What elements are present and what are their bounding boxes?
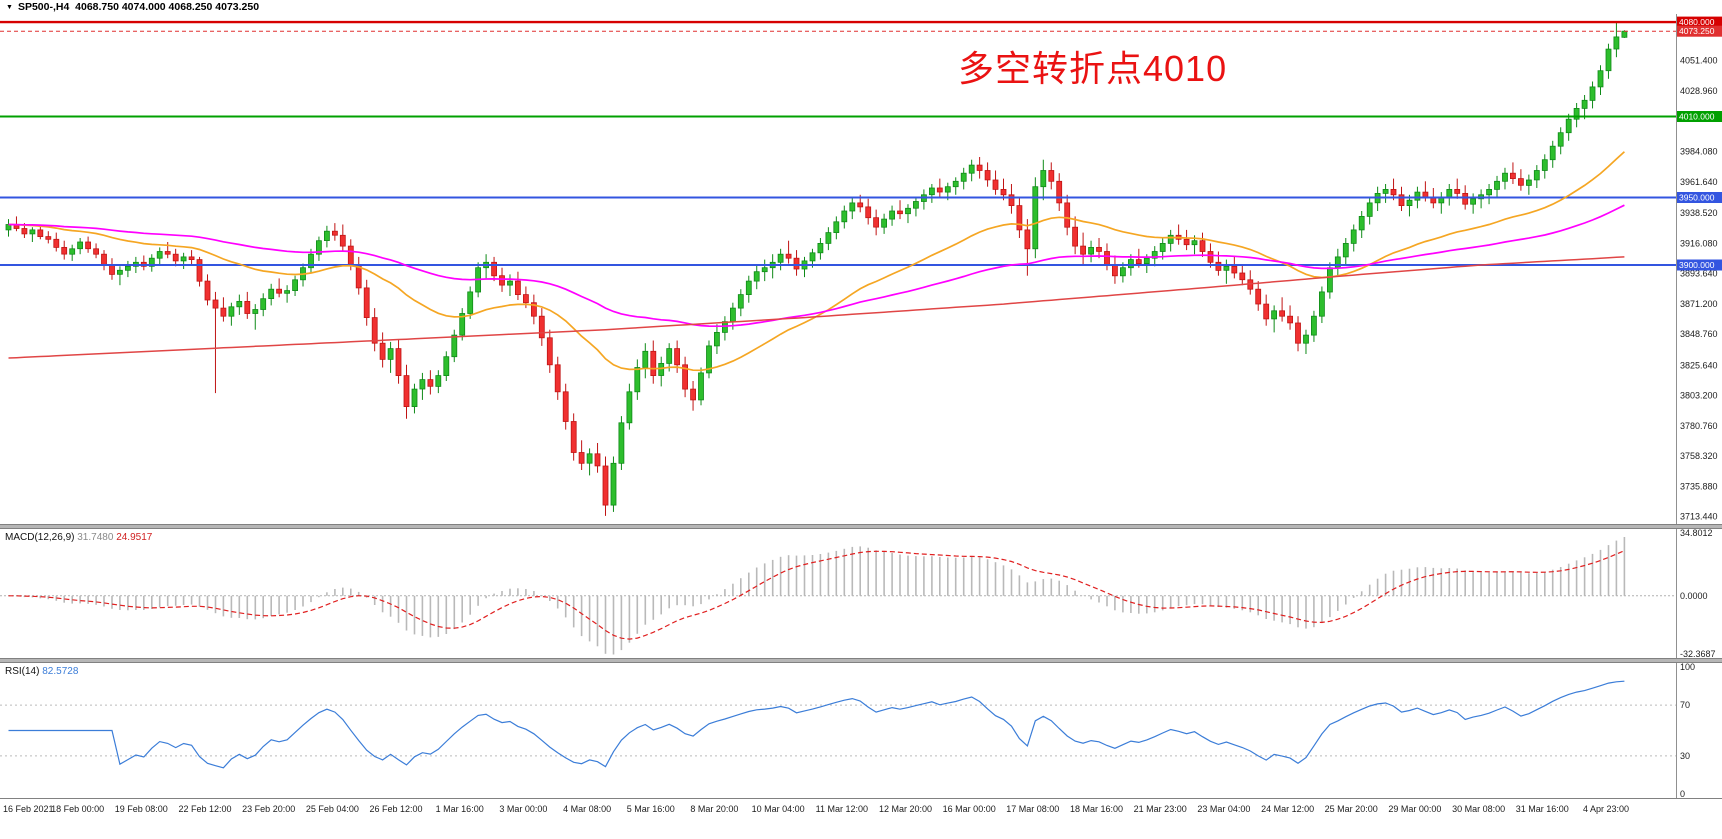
rsi-panel-graphics: 100 70 30 0 (0, 662, 1695, 799)
rsi-line (8, 680, 1625, 769)
symbol-dropdown-icon[interactable]: ▼ (6, 3, 13, 11)
svg-text:-32.3687: -32.3687 (1680, 649, 1716, 659)
svg-text:3848.760: 3848.760 (1680, 329, 1718, 339)
svg-text:3 Mar 00:00: 3 Mar 00:00 (499, 804, 547, 814)
moving-averages (8, 151, 1625, 372)
svg-text:18 Feb 00:00: 18 Feb 00:00 (51, 804, 104, 814)
rsi-title: RSI(14) (5, 666, 40, 677)
chart-header: ▼ SP500-,H4 4068.750 4074.000 4068.250 4… (0, 0, 1722, 14)
svg-text:3950.000: 3950.000 (1679, 193, 1715, 203)
svg-text:3916.080: 3916.080 (1680, 238, 1718, 248)
svg-text:70: 70 (1680, 700, 1690, 710)
chart-annotation[interactable]: 多空转折点4010 (958, 48, 1228, 89)
svg-text:4028.960: 4028.960 (1680, 86, 1718, 96)
price-tag-4073.250 (1677, 25, 1722, 37)
svg-text:23 Feb 20:00: 23 Feb 20:00 (242, 804, 295, 814)
macd-label: MACD(12,26,9) 31.7480 24.9517 (5, 532, 152, 543)
rsi-label: RSI(14) 82.5728 (5, 666, 78, 677)
ma-line-slow-red (8, 256, 1625, 359)
horizontal-lines (0, 20, 1676, 266)
price-axis[interactable] (1676, 14, 1722, 798)
macd-panel-graphics: 34.8012 0.0000 -32.3687 (0, 528, 1716, 659)
svg-text:12 Mar 20:00: 12 Mar 20:00 (879, 804, 932, 814)
svg-text:18 Mar 16:00: 18 Mar 16:00 (1070, 804, 1123, 814)
ma-line-mid-magenta (8, 204, 1625, 328)
panel-separator-macd[interactable] (0, 524, 1722, 529)
svg-text:3893.640: 3893.640 (1680, 269, 1718, 279)
svg-text:1 Mar 16:00: 1 Mar 16:00 (436, 804, 484, 814)
svg-text:26 Feb 12:00: 26 Feb 12:00 (369, 804, 422, 814)
price-axis-labels: 4051.400 4028.960 3984.080 3961.640 3938.520… (1680, 56, 1718, 522)
svg-text:3900.000: 3900.000 (1679, 260, 1715, 270)
svg-text:3735.880: 3735.880 (1680, 481, 1718, 491)
svg-text:3938.520: 3938.520 (1680, 208, 1718, 218)
time-axis-labels: 16 Feb 202118 Feb 00:00 19 Feb 08:00 22 Fe… (3, 804, 1629, 814)
svg-text:29 Mar 00:00: 29 Mar 00:00 (1388, 804, 1441, 814)
svg-text:0: 0 (1680, 789, 1685, 799)
svg-text:5 Mar 16:00: 5 Mar 16:00 (627, 804, 675, 814)
macd-main-value: 31.7480 (77, 532, 114, 543)
svg-text:21 Mar 23:00: 21 Mar 23:00 (1134, 804, 1187, 814)
rsi-value: 82.5728 (42, 666, 79, 677)
svg-text:25 Feb 04:00: 25 Feb 04:00 (306, 804, 359, 814)
svg-text:3871.200: 3871.200 (1680, 299, 1718, 309)
svg-text:16 Mar 00:00: 16 Mar 00:00 (943, 804, 996, 814)
svg-text:3825.640: 3825.640 (1680, 360, 1718, 370)
svg-text:17 Mar 08:00: 17 Mar 08:00 (1006, 804, 1059, 814)
svg-text:3803.200: 3803.200 (1680, 391, 1718, 401)
svg-text:31 Mar 16:00: 31 Mar 16:00 (1516, 804, 1569, 814)
svg-text:30 Mar 08:00: 30 Mar 08:00 (1452, 804, 1505, 814)
svg-text:22 Feb 12:00: 22 Feb 12:00 (178, 804, 231, 814)
svg-text:3758.320: 3758.320 (1680, 451, 1718, 461)
svg-text:0.0000: 0.0000 (1680, 591, 1708, 601)
svg-text:4 Mar 08:00: 4 Mar 08:00 (563, 804, 611, 814)
svg-text:4073.250: 4073.250 (1679, 26, 1715, 36)
svg-text:4010.000: 4010.000 (1679, 112, 1715, 122)
macd-title: MACD(12,26,9) (5, 532, 75, 543)
symbol-ohlc-label: SP500-,H4 4068.750 4074.000 4068.250 407… (17, 1, 260, 13)
time-axis[interactable] (0, 798, 1676, 826)
time-axis-border (0, 798, 1722, 799)
svg-text:24 Mar 12:00: 24 Mar 12:00 (1261, 804, 1314, 814)
macd-signal-value: 24.9517 (116, 532, 153, 543)
svg-text:19 Feb 08:00: 19 Feb 08:00 (115, 804, 168, 814)
price-tag-3900.000 (1677, 259, 1722, 271)
svg-text:3713.440: 3713.440 (1680, 512, 1718, 522)
price-tag-4010.000 (1677, 111, 1722, 122)
svg-text:34.8012: 34.8012 (1680, 528, 1713, 538)
svg-text:10 Mar 04:00: 10 Mar 04:00 (752, 804, 805, 814)
svg-text:23 Mar 04:00: 23 Mar 04:00 (1197, 804, 1250, 814)
svg-text:3961.640: 3961.640 (1680, 177, 1718, 187)
price-tag-3950.000 (1677, 192, 1722, 203)
svg-text:4080.000: 4080.000 (1679, 17, 1715, 27)
svg-text:11 Mar 12:00: 11 Mar 12:00 (816, 804, 868, 814)
svg-text:100: 100 (1680, 662, 1695, 672)
svg-text:16 Feb 2021: 16 Feb 2021 (3, 804, 54, 814)
panel-separator-rsi[interactable] (0, 658, 1722, 663)
svg-text:8 Mar 20:00: 8 Mar 20:00 (690, 804, 738, 814)
candles-group (5, 22, 1628, 516)
svg-text:3984.080: 3984.080 (1680, 147, 1718, 157)
svg-text:30: 30 (1680, 751, 1690, 761)
macd-signal-line (8, 550, 1625, 640)
svg-text:4051.400: 4051.400 (1680, 56, 1718, 66)
svg-text:3780.760: 3780.760 (1680, 421, 1718, 431)
svg-text:25 Mar 20:00: 25 Mar 20:00 (1325, 804, 1378, 814)
price-axis-border (1676, 14, 1677, 798)
price-tags: 4080.0004073.250 4010.000 3950.000 3900.000 (1677, 16, 1722, 271)
price-tag-4080.000 (1677, 16, 1722, 28)
svg-text:4 Apr 23:00: 4 Apr 23:00 (1583, 804, 1629, 814)
